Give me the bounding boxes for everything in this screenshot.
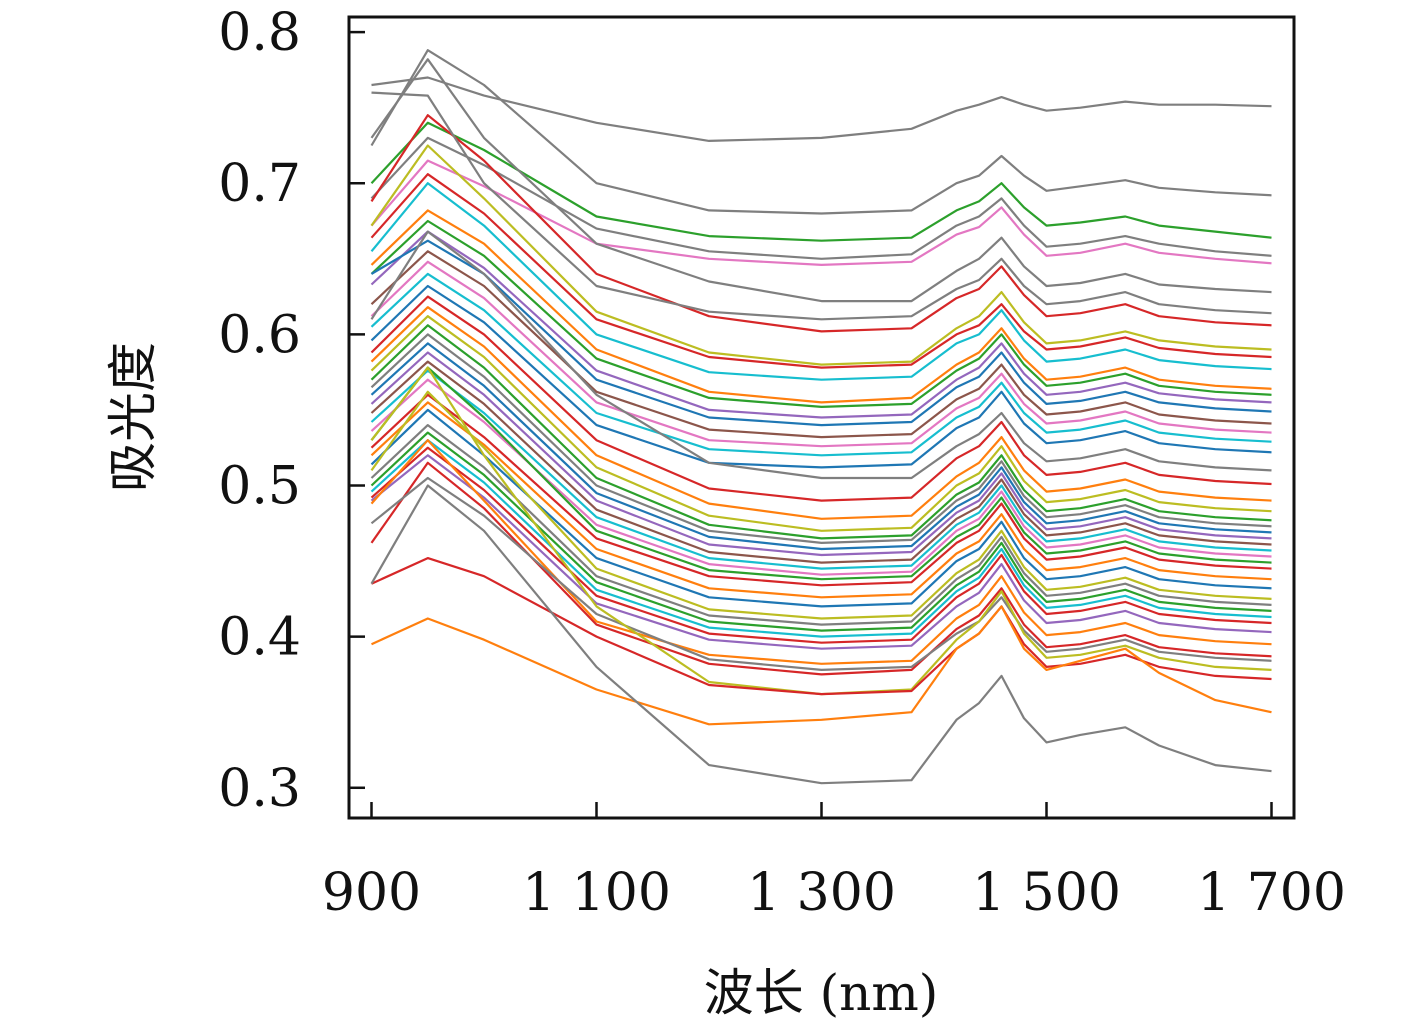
series-line-39 bbox=[370, 446, 1272, 644]
series-line-12 bbox=[370, 209, 1272, 404]
series-line-44 bbox=[370, 366, 1272, 696]
y-tick-label: 0.5 bbox=[218, 457, 301, 517]
series-line-19 bbox=[370, 284, 1272, 469]
series-line-20 bbox=[370, 230, 1272, 480]
x-tick-label: 900 bbox=[322, 863, 421, 923]
series-line-37 bbox=[370, 431, 1272, 632]
series-lines bbox=[370, 49, 1272, 785]
series-line-5 bbox=[370, 159, 1272, 266]
series-line-15 bbox=[370, 239, 1272, 427]
series-line-21 bbox=[370, 295, 1272, 502]
series-line-23 bbox=[370, 315, 1272, 532]
series-line-9 bbox=[370, 144, 1272, 366]
y-tick-label: 0.7 bbox=[218, 154, 301, 214]
series-line-40 bbox=[370, 454, 1272, 650]
series-line-8 bbox=[371, 91, 1272, 321]
series-line-42 bbox=[370, 461, 1272, 676]
series-line-22 bbox=[370, 306, 1272, 520]
series-line-18 bbox=[370, 272, 1272, 457]
y-tick-label: 0.6 bbox=[218, 305, 301, 365]
series-line-7 bbox=[370, 114, 1272, 333]
series-line-30 bbox=[370, 378, 1272, 576]
series-line-16 bbox=[370, 250, 1272, 439]
series-line-1 bbox=[371, 76, 1272, 142]
y-axis: 0.3 0.4 0.5 0.6 0.7 0.8 bbox=[218, 3, 365, 819]
x-axis-title: 波长 (nm) bbox=[704, 964, 939, 1022]
series-line-25 bbox=[370, 333, 1272, 545]
series-line-47 bbox=[370, 484, 1272, 785]
series-line-36 bbox=[370, 424, 1272, 626]
series-line-11 bbox=[370, 182, 1272, 381]
series-line-14 bbox=[370, 230, 1272, 419]
x-axis: 900 1 100 1 300 1 500 1 700 bbox=[322, 802, 1346, 923]
y-tick-label: 0.4 bbox=[218, 608, 301, 668]
series-line-17 bbox=[370, 260, 1272, 448]
x-tick-label: 1 700 bbox=[1197, 863, 1346, 923]
series-line-35 bbox=[370, 390, 1272, 620]
series-line-6 bbox=[370, 58, 1272, 303]
series-line-2 bbox=[370, 49, 1272, 215]
x-tick-label: 1 100 bbox=[522, 863, 671, 923]
x-tick-label: 1 300 bbox=[747, 863, 896, 923]
series-line-10 bbox=[370, 173, 1272, 369]
y-axis-title: 吸光度 bbox=[104, 342, 162, 492]
series-line-3 bbox=[370, 121, 1272, 242]
series-line-13 bbox=[370, 219, 1272, 408]
series-line-27 bbox=[370, 351, 1272, 557]
y-tick-label: 0.3 bbox=[218, 759, 301, 819]
series-line-24 bbox=[370, 324, 1272, 540]
series-line-33 bbox=[370, 401, 1272, 599]
series-line-46 bbox=[371, 605, 1272, 726]
series-line-34 bbox=[370, 408, 1272, 608]
series-line-31 bbox=[370, 366, 1272, 581]
y-tick-label: 0.8 bbox=[218, 3, 301, 63]
series-line-38 bbox=[370, 439, 1272, 638]
series-line-26 bbox=[370, 342, 1272, 551]
series-line-28 bbox=[370, 360, 1272, 564]
series-line-32 bbox=[370, 393, 1272, 587]
series-line-29 bbox=[370, 369, 1272, 570]
x-tick-label: 1 500 bbox=[972, 863, 1121, 923]
